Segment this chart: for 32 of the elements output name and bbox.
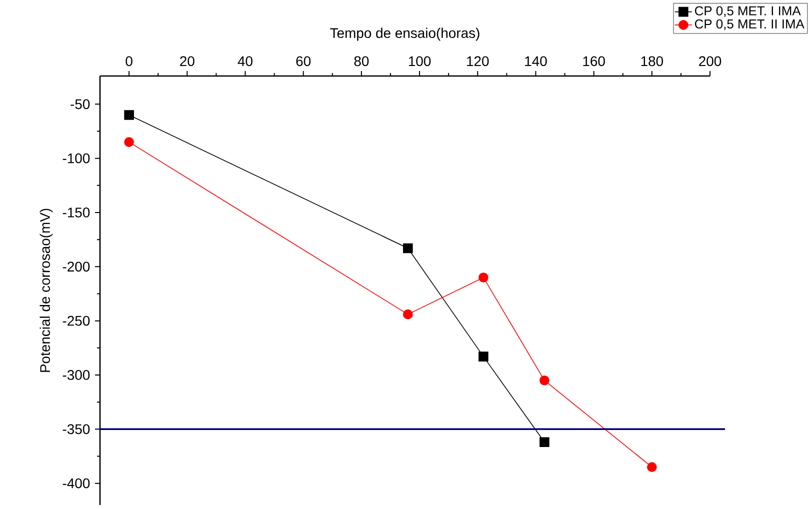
x-tick-label: 40 [238,56,252,66]
x-tick-label: 0 [126,56,132,66]
x-tick-label: 180 [641,56,664,66]
y-axis-title: Potencial de corrosao(mV) [40,208,53,372]
legend-label: CP 0,5 MET. II IMA [694,19,804,30]
legend-label: CP 0,5 MET. I IMA [694,6,801,17]
y-tick-label: -400 [62,478,90,488]
point [647,462,657,472]
point [124,110,134,120]
point [540,376,550,386]
x-tick-label: 80 [354,56,369,66]
point [540,437,550,448]
y-tick-label: -150 [62,208,90,218]
y-tick-label: -350 [62,424,90,434]
y-tick-label: -100 [62,153,90,164]
y-tick-label: -200 [62,262,90,272]
point [478,352,488,362]
y-tick-label: -300 [62,370,90,380]
y-tick-label: -50 [70,99,90,110]
x-tick-label: 20 [180,56,194,66]
point [124,137,134,147]
point [478,272,488,282]
x-tick-label: 160 [583,56,605,66]
x-axis-title: Tempo de ensaio(horas) [330,28,480,41]
x-tick-label: 120 [467,56,489,66]
x-tick-label: 200 [699,56,722,66]
point [403,243,413,254]
point [403,309,413,320]
x-tick-label: 60 [296,56,311,66]
x-tick-label: 140 [525,56,547,66]
y-tick-label: -250 [62,316,90,326]
x-tick-label: 100 [408,56,431,66]
